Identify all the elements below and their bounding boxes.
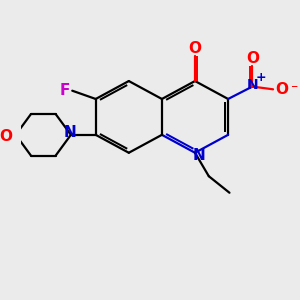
Text: O: O — [246, 51, 259, 66]
Text: +: + — [256, 71, 266, 84]
Text: O: O — [275, 82, 288, 97]
Text: N: N — [193, 148, 206, 163]
Text: F: F — [59, 83, 70, 98]
Text: O: O — [0, 129, 13, 144]
Text: O: O — [188, 41, 202, 56]
Text: N: N — [247, 78, 259, 92]
Text: ⁻: ⁻ — [290, 82, 297, 96]
Text: N: N — [63, 124, 76, 140]
